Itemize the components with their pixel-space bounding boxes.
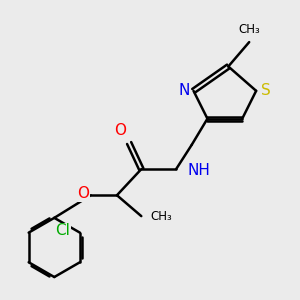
Text: NH: NH <box>187 164 210 178</box>
Text: Cl: Cl <box>55 224 70 238</box>
Text: S: S <box>261 83 271 98</box>
Text: CH₃: CH₃ <box>238 23 260 36</box>
Text: O: O <box>114 123 126 138</box>
Text: O: O <box>77 186 89 201</box>
Text: CH₃: CH₃ <box>150 210 172 223</box>
Text: N: N <box>178 83 190 98</box>
